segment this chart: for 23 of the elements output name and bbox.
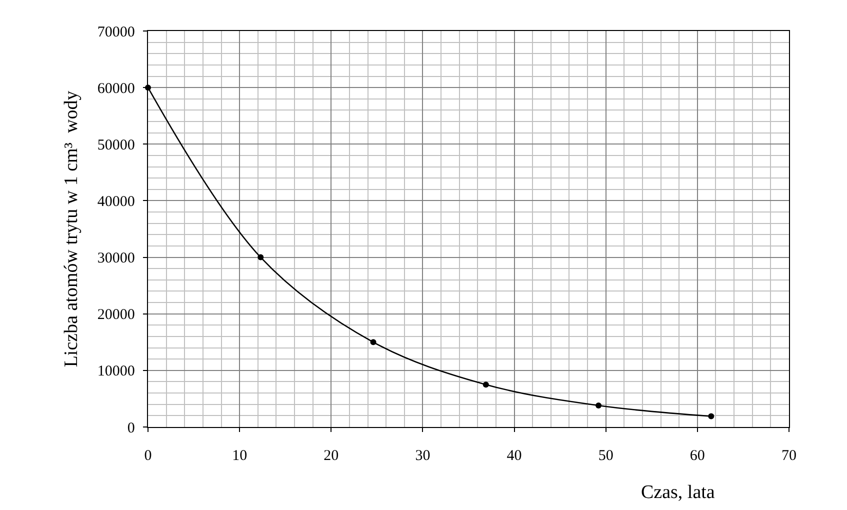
x-tick-label: 0 <box>144 448 152 464</box>
y-tick-label: 10000 <box>97 364 135 380</box>
x-tick-label: 10 <box>232 448 248 464</box>
y-tick-label: 60000 <box>97 80 135 97</box>
point <box>708 413 714 420</box>
x-tick-label: 50 <box>598 448 614 464</box>
y-tick-label: 0 <box>127 420 135 436</box>
point <box>258 254 264 260</box>
x-tick-label: 70 <box>782 448 796 464</box>
x-tick-label: 20 <box>324 448 339 464</box>
y-tick-label: 50000 <box>97 137 135 154</box>
point <box>596 402 602 408</box>
x-tick-label: 30 <box>415 448 430 464</box>
y-tick-label: 70000 <box>97 24 135 40</box>
y-tick-label: 40000 <box>97 194 135 210</box>
y-tick-label: 30000 <box>97 250 135 267</box>
x-tick-label: 60 <box>690 448 705 464</box>
x-axis-title: Czas, lata <box>641 482 716 503</box>
y-axis-title: Liczba atomów trytu w 1 cm³ wody <box>61 90 82 368</box>
x-tick-label: 40 <box>506 448 522 464</box>
point <box>482 382 489 388</box>
y-tick-label: 20000 <box>97 307 135 324</box>
point <box>370 339 376 346</box>
